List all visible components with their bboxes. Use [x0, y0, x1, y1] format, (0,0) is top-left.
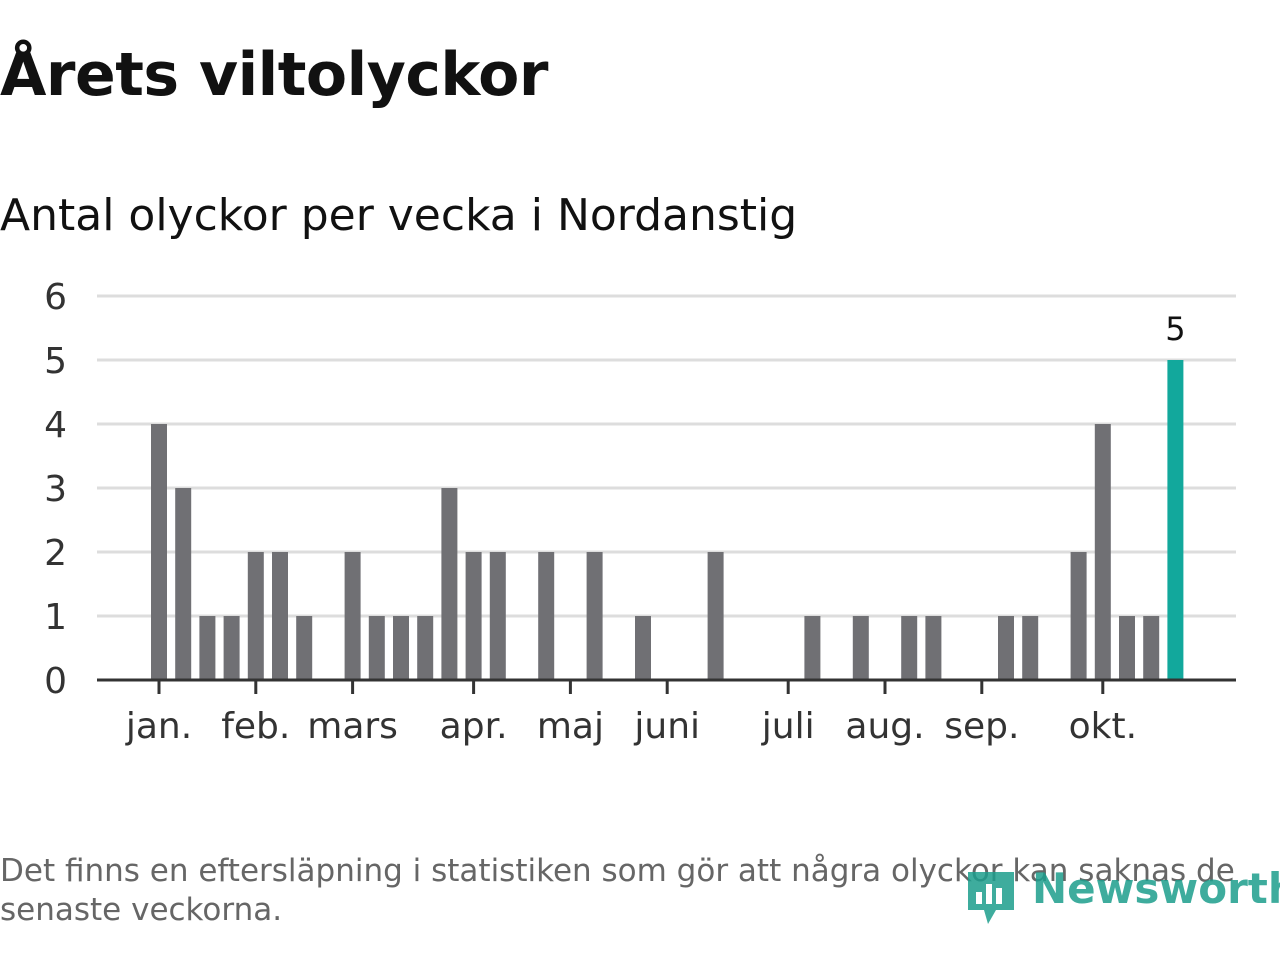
bar [417, 616, 434, 680]
bar [296, 616, 313, 680]
bar [1119, 616, 1135, 680]
chart-subtitle: Antal olyckor per vecka i Nordanstig [0, 190, 798, 241]
x-tick-label: feb. [221, 706, 290, 747]
bar [175, 488, 192, 680]
bar [852, 616, 869, 680]
y-tick-label: 6 [44, 277, 67, 318]
bar [272, 552, 288, 680]
bar [247, 552, 264, 680]
bar [1094, 424, 1111, 680]
data-label: 5 [1165, 310, 1185, 348]
x-tick-label: okt. [1069, 706, 1137, 747]
bar [465, 552, 482, 680]
logo-text: Newsworthy [1032, 864, 1280, 913]
bar [1143, 616, 1160, 680]
y-tick-label: 3 [44, 469, 67, 510]
x-tick-label: juni [633, 706, 700, 747]
bar [151, 424, 167, 680]
y-tick-label: 1 [44, 597, 67, 638]
x-tick-label: apr. [440, 706, 508, 747]
bar [586, 552, 603, 680]
y-tick-label: 5 [44, 341, 67, 382]
bar [707, 552, 724, 680]
bar [925, 616, 942, 680]
newsworthy-logo: Newsworthy [962, 858, 1280, 928]
bar [1022, 616, 1039, 680]
footnote: Det finns en eftersläpning i statistiken… [0, 853, 1235, 928]
x-tick-label: sep. [944, 706, 1019, 747]
x-tick-label: juli [761, 706, 815, 747]
bar [538, 552, 555, 680]
bar [489, 552, 506, 680]
bar [441, 488, 458, 680]
bar [635, 616, 651, 680]
bar [393, 616, 409, 680]
bar [223, 616, 240, 680]
bar-chart-logo-icon [968, 872, 1014, 924]
x-tick-label: mars [307, 706, 398, 747]
bar [199, 616, 216, 680]
bar [1070, 552, 1087, 680]
bar [901, 616, 918, 680]
y-tick-label: 2 [44, 533, 67, 574]
x-tick-label: maj [537, 706, 604, 747]
bar [344, 552, 361, 680]
x-tick-label: aug. [845, 706, 924, 747]
y-tick-label: 0 [44, 661, 67, 702]
bar [998, 616, 1014, 680]
bar-chart: 0 1 2 3 4 5 6 5 jan. feb. mars apr. maj juni juli aug. s… [44, 277, 1236, 747]
highlight-bar [1167, 360, 1184, 680]
bar [368, 616, 385, 680]
chart-title: Årets viltolyckor [0, 40, 549, 110]
bar [804, 616, 821, 680]
y-tick-label: 4 [44, 405, 67, 446]
x-tick-label: jan. [125, 706, 192, 747]
